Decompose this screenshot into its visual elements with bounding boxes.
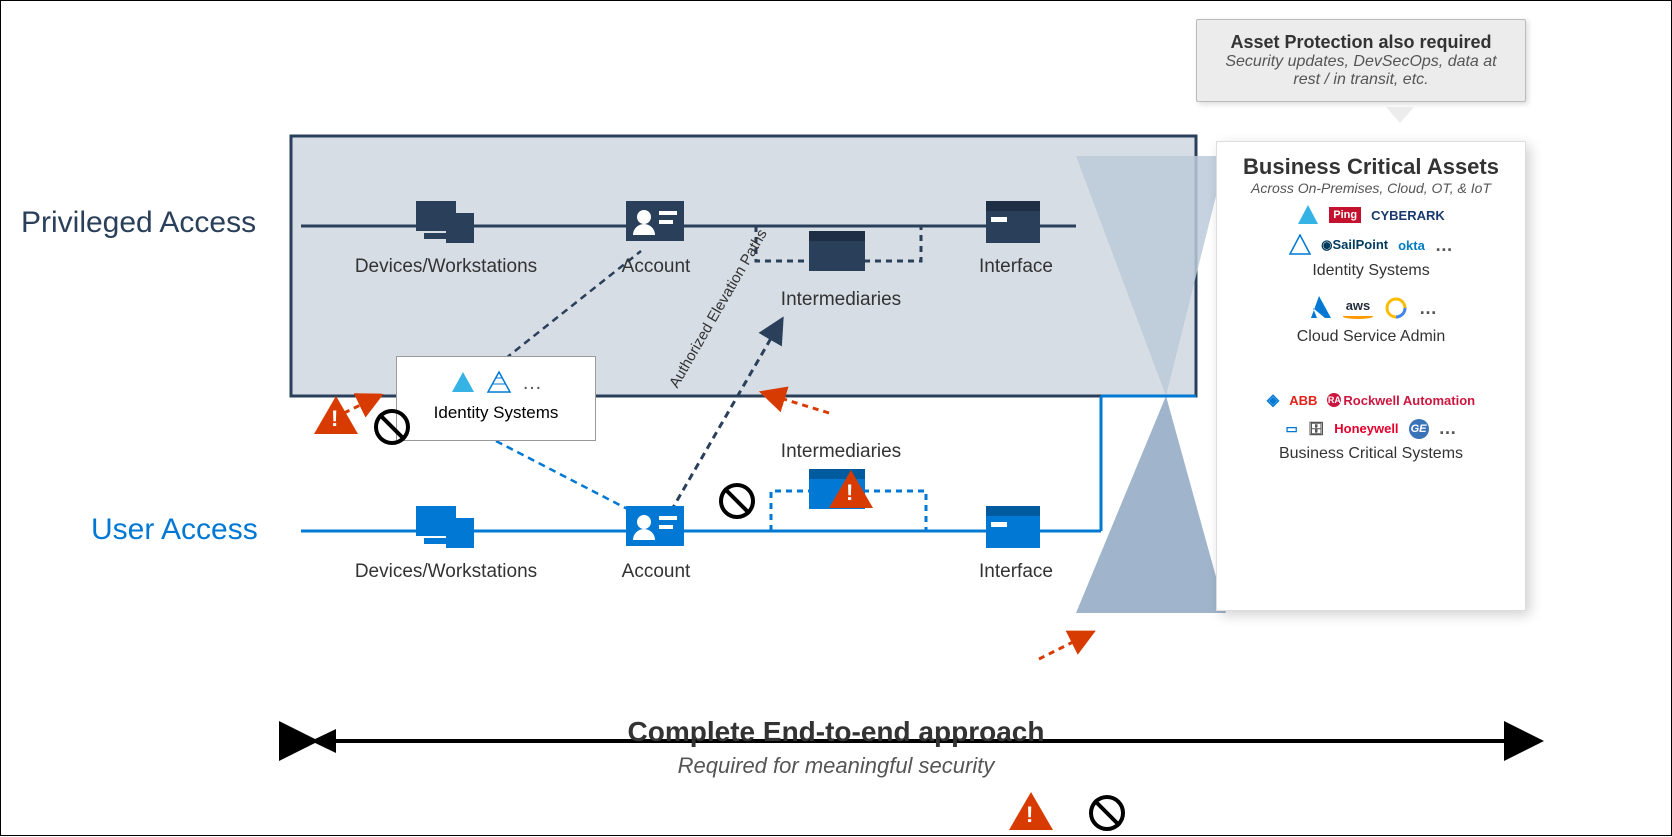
sailpoint-logo: ◉SailPoint (1321, 237, 1388, 253)
identity-systems-box: … Identity Systems (396, 356, 596, 441)
mesh-icon (1289, 234, 1311, 256)
callout-subtitle: Security updates, DevSecOps, data at res… (1215, 53, 1507, 89)
cloud-group-label: Cloud Service Admin (1229, 328, 1513, 346)
user-account-label: Account (606, 561, 706, 583)
prohibit-icon-1 (374, 409, 410, 445)
user-intermediaries-label: Intermediaries (771, 441, 911, 463)
abb-logo: ABB (1289, 393, 1317, 408)
rockwell-logo: RARockwell Automation (1327, 393, 1475, 407)
footer-subtitle: Required for meaningful security (1, 753, 1671, 779)
gcp-logo-icon (1383, 295, 1409, 321)
callout-pointer (1386, 107, 1414, 123)
identity-box-label: Identity Systems (397, 403, 595, 423)
aws-logo: aws (1343, 297, 1373, 319)
identity-group-label: Identity Systems (1229, 262, 1513, 280)
priv-account-label: Account (606, 256, 706, 278)
priv-account-icon (626, 201, 684, 241)
footer-title: Complete End-to-end approach (1, 716, 1671, 748)
warning-icon-2 (829, 470, 873, 508)
prohibit-icon-2 (719, 483, 755, 519)
link-id-user (496, 441, 641, 516)
honeywell-logo: Honeywell (1334, 421, 1398, 436)
ellipsis-icon: … (1439, 418, 1457, 439)
gem-icon: ◈ (1267, 390, 1279, 410)
privileged-title: Privileged Access (21, 206, 256, 240)
ellipsis-icon: … (522, 372, 542, 395)
assets-subtitle: Across On-Premises, Cloud, OT, & IoT (1229, 180, 1513, 196)
cyberark-logo: CYBERARK (1371, 208, 1445, 223)
business-logos: ◈ ABB RARockwell Automation (1229, 390, 1513, 410)
warning-icon-3 (1009, 792, 1053, 830)
funnel-bottom (1076, 396, 1226, 613)
identity-logos: Ping CYBERARK (1229, 204, 1513, 226)
identity-logos-2: ◉SailPoint okta … (1229, 234, 1513, 256)
priv-interface-icon (986, 201, 1040, 243)
warning-icon-1 (314, 396, 358, 434)
priv-interface-label: Interface (966, 256, 1066, 278)
user-interface-label: Interface (966, 561, 1066, 583)
prohibit-icon-3 (1089, 795, 1125, 831)
user-devices-label: Devices/Workstations (346, 561, 546, 583)
user-devices-icon (416, 506, 474, 548)
azure-ad-icon (450, 370, 476, 396)
ping-logo: Ping (1329, 207, 1361, 223)
assets-panel: Business Critical Assets Across On-Premi… (1216, 141, 1526, 611)
callout-title: Asset Protection also required (1215, 32, 1507, 53)
priv-intermediaries-icon (809, 231, 865, 271)
mesh-icon (486, 370, 512, 396)
cloud-logos: aws … (1229, 294, 1513, 322)
priv-intermediaries-label: Intermediaries (771, 289, 911, 311)
user-interface-icon (986, 506, 1040, 548)
priv-devices-label: Devices/Workstations (346, 256, 546, 278)
asset-protection-callout: Asset Protection also required Security … (1196, 19, 1526, 102)
ellipsis-icon: … (1419, 298, 1437, 319)
azure-logo-icon (1305, 294, 1333, 322)
ge-logo: GE (1409, 419, 1429, 439)
db-icon: 🗄 (1308, 421, 1325, 437)
business-group-label: Business Critical Systems (1229, 445, 1513, 463)
assets-title: Business Critical Assets (1229, 154, 1513, 180)
ellipsis-icon: … (1435, 235, 1453, 256)
business-logos-2: ▭ 🗄 Honeywell GE … (1229, 418, 1513, 439)
card-icon: ▭ (1285, 421, 1297, 437)
user-account-icon (626, 506, 684, 546)
azure-ad-icon (1297, 204, 1319, 226)
warn-arrow-3 (1039, 633, 1091, 659)
user-title: User Access (91, 513, 258, 547)
okta-logo: okta (1398, 238, 1425, 253)
